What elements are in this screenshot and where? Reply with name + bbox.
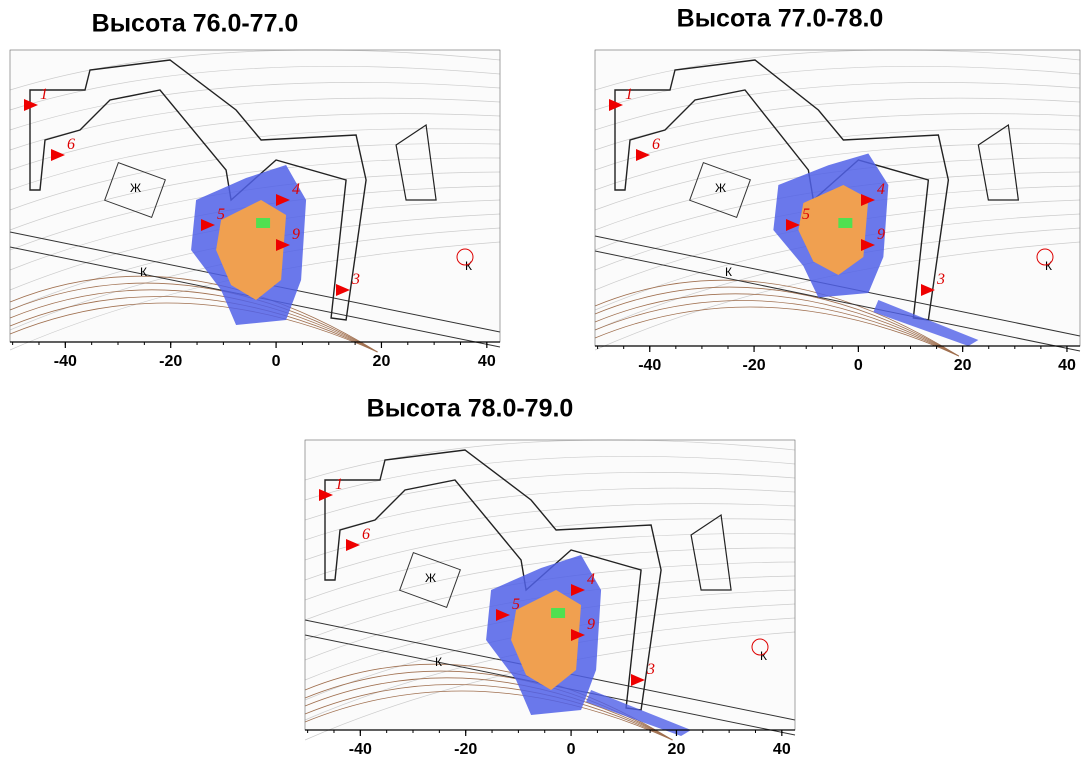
marker-label: 3 — [351, 271, 360, 288]
x-tick-label: 0 — [272, 353, 281, 370]
marker-label: 3 — [646, 661, 655, 678]
figure: Высота 76.0-77.0ЖКК165493-40-2002040Высо… — [0, 0, 1085, 760]
road-label: К — [760, 649, 767, 663]
marker-label: 4 — [877, 181, 885, 198]
road-label: К — [140, 265, 147, 279]
x-tick-label: -40 — [54, 353, 77, 370]
building-label: Ж — [130, 181, 141, 195]
road-label: К — [435, 655, 442, 669]
building-label: Ж — [715, 181, 726, 195]
panel-title: Высота 76.0-77.0 — [92, 10, 299, 38]
marker-label: 5 — [802, 206, 810, 223]
building-label: Ж — [425, 571, 436, 585]
x-tick-label: 20 — [373, 353, 391, 370]
heat-high — [838, 218, 852, 228]
panel-title: Высота 78.0-79.0 — [367, 395, 574, 423]
map-image: Ж К К 1 6 5 4 9 3 — [595, 50, 1080, 356]
road-label: К — [725, 265, 732, 279]
map-panel: Высота 78.0-79.0 Ж К К 1 6 5 4 9 3 -40 -20 0 20 40 — [305, 395, 795, 759]
x-tick-label: -20 — [454, 741, 477, 758]
x-tick-label: -20 — [159, 353, 182, 370]
marker-label: 9 — [877, 226, 885, 243]
marker-label: 4 — [292, 181, 300, 198]
marker-label: 6 — [67, 136, 75, 153]
marker-label: 6 — [362, 526, 370, 543]
heat-high — [256, 218, 270, 228]
x-tick-label: -40 — [349, 741, 372, 758]
marker-label: 9 — [292, 226, 300, 243]
marker-label: 1 — [335, 476, 343, 493]
panel-title: Высота 77.0-78.0 — [677, 5, 884, 33]
x-tick-label: 0 — [854, 357, 863, 374]
heat-high — [551, 608, 565, 618]
marker-label: 1 — [40, 86, 48, 103]
marker-label: 1 — [625, 86, 633, 103]
x-tick-label: 40 — [478, 353, 496, 370]
map-panel: Высота 77.0-78.0 Ж К К 1 6 5 4 9 3 -40 -20 0 20 40 — [595, 5, 1080, 375]
marker-label: 4 — [587, 571, 595, 588]
map-image: Ж К К 1 6 5 4 9 3 — [10, 50, 500, 352]
x-tick-label: -40 — [638, 357, 661, 374]
marker-label: 5 — [217, 206, 225, 223]
marker-label: 9 — [587, 616, 595, 633]
road-label: К — [1045, 259, 1052, 273]
marker-label: 5 — [512, 596, 520, 613]
map-image: Ж К К 1 6 5 4 9 3 — [305, 440, 795, 740]
map-panel: Высота 76.0-77.0 Ж К К 1 6 5 4 9 3 -40 -20 0 20 40 — [10, 10, 500, 371]
x-tick-label: 40 — [773, 741, 791, 758]
road-label: К — [465, 259, 472, 273]
x-tick-label: 40 — [1058, 357, 1076, 374]
x-tick-label: 0 — [567, 741, 576, 758]
x-tick-label: -20 — [742, 357, 765, 374]
x-tick-label: 20 — [668, 741, 686, 758]
marker-label: 6 — [652, 136, 660, 153]
marker-label: 3 — [936, 271, 945, 288]
x-tick-label: 20 — [954, 357, 972, 374]
